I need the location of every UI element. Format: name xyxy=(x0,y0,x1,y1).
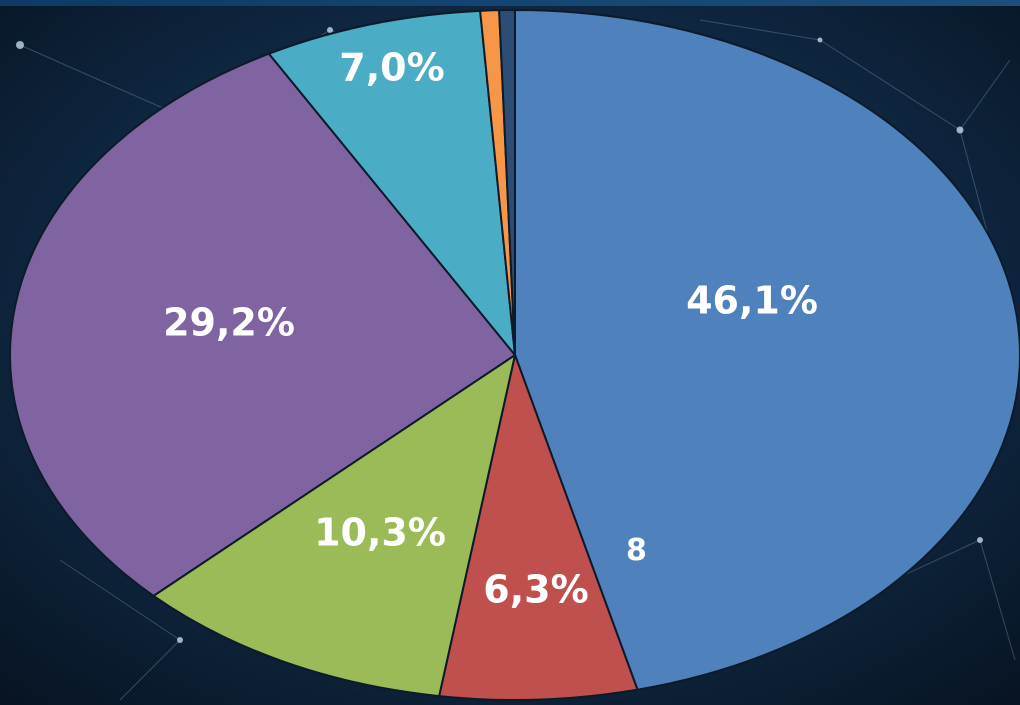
pie-slice-5 xyxy=(267,9,516,356)
pie-slice-2 xyxy=(438,354,639,701)
pie-slice-4 xyxy=(8,52,516,597)
slice-label-4: 29,2% xyxy=(163,301,295,345)
page-number: 8 xyxy=(626,533,647,568)
top-accent-bar xyxy=(0,0,1020,6)
pie-slice-1 xyxy=(514,9,1020,691)
pie-slice-3 xyxy=(152,354,516,698)
slice-label-2: 6,3% xyxy=(483,568,588,612)
slice-label-1: 46,1% xyxy=(686,279,818,323)
pie-slices xyxy=(8,8,1020,701)
slice-label-5: 7,0% xyxy=(339,46,444,90)
pie-labels: 46,1% 6,3% 10,3% 29,2% 7,0% xyxy=(163,46,818,612)
slice-label-3: 10,3% xyxy=(314,511,446,555)
pie-slice-7 xyxy=(498,8,516,356)
